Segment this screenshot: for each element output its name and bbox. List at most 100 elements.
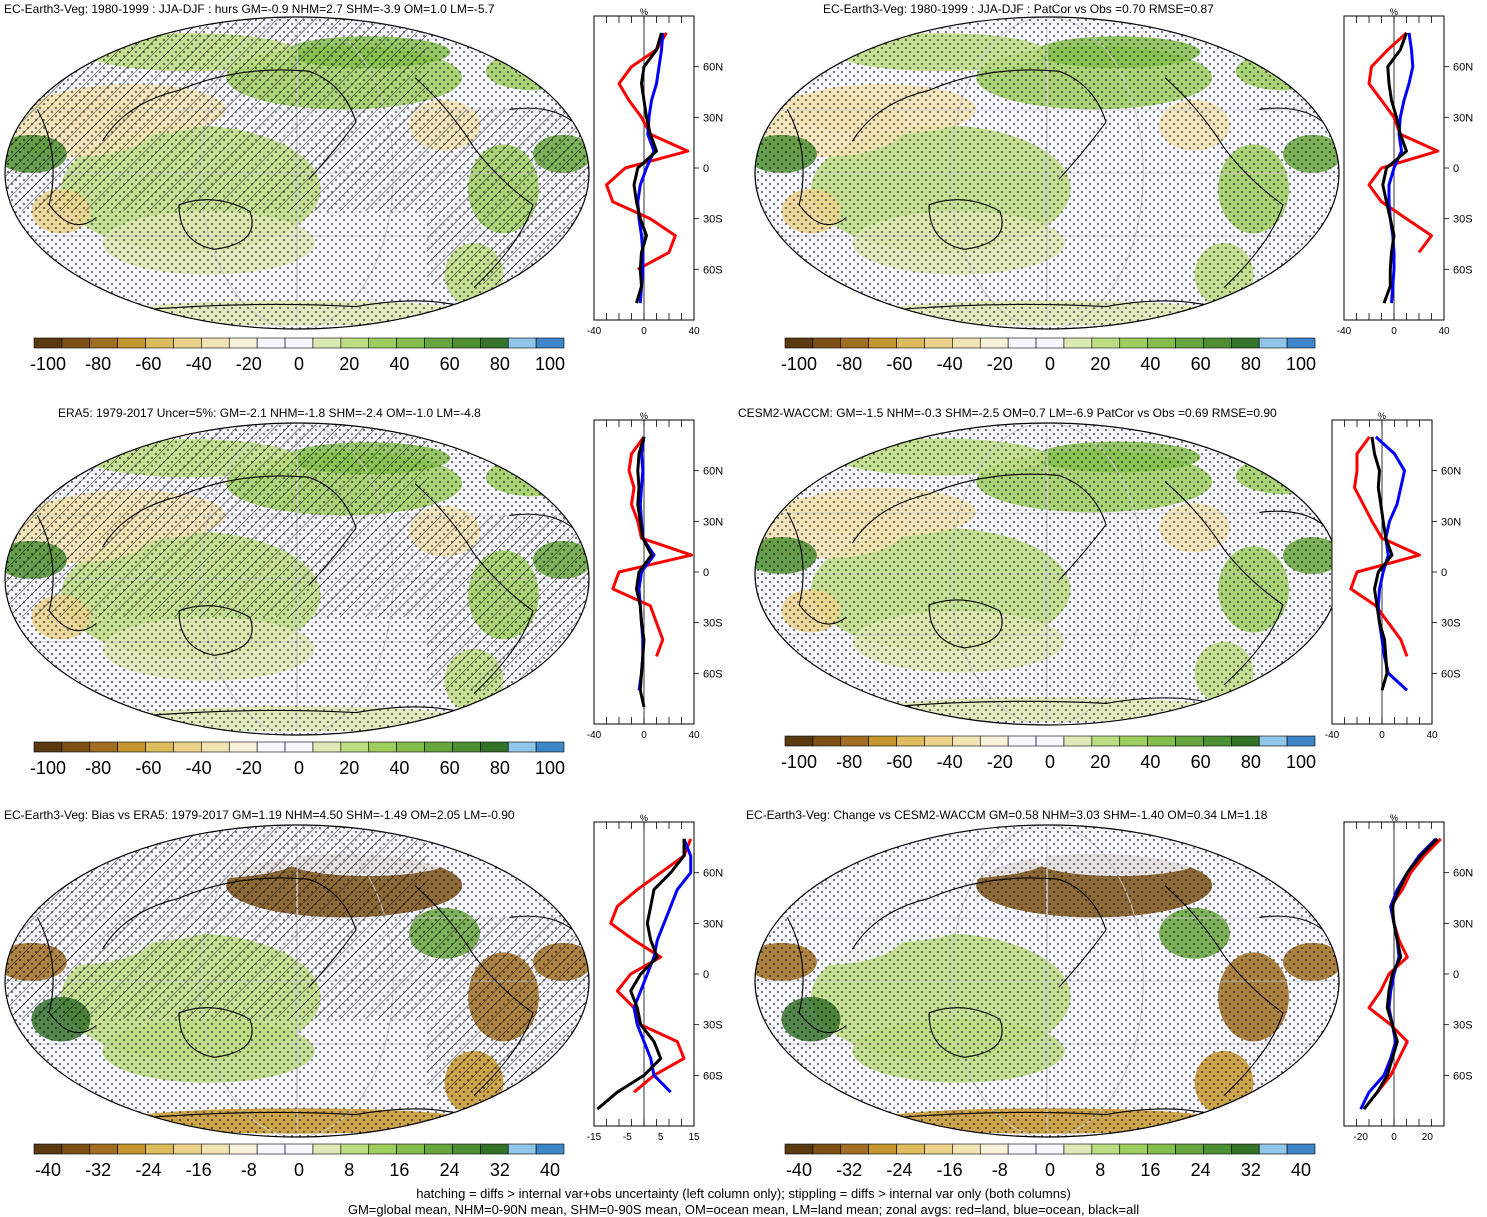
colorbar-box (1231, 1143, 1260, 1155)
colorbar-box (1007, 337, 1037, 349)
colorbar-label: -40 (937, 752, 963, 772)
colorbar: -100 -80 -60 -40 -20 0 20 40 60 80 100 (30, 741, 565, 778)
colorbar-label: 60 (440, 758, 460, 778)
lat-tick-label: 30N (703, 918, 723, 930)
colorbar-box (840, 1143, 869, 1155)
lat-tick-label: 0 (703, 163, 709, 175)
zonal-unit-label: % (640, 7, 648, 17)
lat-tick-label: 60S (1453, 264, 1473, 276)
colorbar-box (173, 1143, 202, 1155)
colorbar-label: -80 (836, 752, 862, 772)
colorbar-label: -100 (781, 354, 817, 374)
map-border (4, 824, 590, 1138)
colorbar-label: -40 (786, 1160, 812, 1180)
map-plot (754, 422, 1340, 726)
colorbar-box (868, 735, 897, 747)
colorbar-box (396, 337, 425, 349)
x-tick-label: -15 (587, 1132, 602, 1143)
colorbar-label: 40 (389, 758, 409, 778)
map-border (754, 824, 1340, 1138)
x-tick-label: 40 (688, 730, 700, 741)
colorbar-box (452, 741, 481, 753)
coastline (178, 605, 253, 656)
colorbar-label: 0 (1045, 1160, 1055, 1180)
colorbar-label: -100 (781, 752, 817, 772)
x-tick-label: -20 (1353, 1132, 1368, 1143)
lat-tick-label: 30N (1453, 112, 1473, 124)
lat-tick-label: 0 (703, 969, 709, 981)
zonal-mean-plot: % -15 -5 5 15 60N 30N 0 30S 60S (587, 813, 723, 1143)
colorbar-box (812, 1143, 842, 1155)
colorbar-box (173, 741, 202, 753)
colorbar-box (1258, 337, 1288, 349)
lat-tick-label: 60N (1441, 466, 1461, 478)
colorbar-box (507, 337, 537, 349)
colorbar-box (1258, 735, 1288, 747)
colorbar-box (1147, 337, 1176, 349)
colorbar-box (256, 337, 286, 349)
colorbar-box (979, 337, 1009, 349)
colorbar-box (368, 1143, 397, 1155)
coastline (851, 473, 1107, 581)
colorbar: -100 -80 -60 -40 -20 0 20 40 60 80 100 (781, 337, 1316, 374)
stippling-overlay (755, 17, 1339, 329)
colorbar-box (424, 741, 453, 753)
colorbar-label: -16 (937, 1160, 963, 1180)
colorbar-box (480, 741, 509, 753)
colorbar-box (1091, 337, 1121, 349)
colorbar-label: 32 (490, 1160, 510, 1180)
colorbar-box (1063, 1143, 1093, 1155)
footer-note-hatching: hatching = diffs > internal var+obs unce… (416, 1186, 1071, 1201)
colorbar-box (1231, 735, 1260, 747)
coastline (786, 109, 847, 226)
x-tick-label: 5 (658, 1132, 664, 1143)
colorbar-label: 32 (1241, 1160, 1261, 1180)
colorbar-label: 60 (440, 354, 460, 374)
colorbar-box (61, 741, 91, 753)
colorbar-label: -60 (886, 354, 912, 374)
hatching-overlay (426, 917, 589, 1093)
colorbar-box (145, 337, 174, 349)
map-field (755, 825, 1339, 1137)
colorbar-box (1147, 735, 1176, 747)
colorbar: -100 -80 -60 -40 -20 0 20 40 60 80 100 (781, 735, 1316, 772)
colorbar-label: -60 (135, 354, 161, 374)
colorbar-box (284, 1143, 314, 1155)
coastline (108, 1108, 475, 1122)
colorbar-box (868, 1143, 897, 1155)
colorbar-box (117, 1143, 146, 1155)
zonal-mean-plot: % -40 0 40 60N 30N 0 30S 60S (587, 7, 723, 337)
lat-tick-label: 60N (1453, 62, 1473, 74)
lat-tick-label: 60S (703, 1070, 723, 1082)
colorbar-box (396, 1143, 425, 1155)
colorbar-box (1147, 1143, 1176, 1155)
x-tick-label: -40 (1337, 326, 1352, 337)
colorbar-label: -40 (186, 758, 212, 778)
lat-tick-label: 30S (703, 214, 723, 226)
coastline (928, 1007, 1003, 1058)
colorbar-box (896, 735, 925, 747)
colorbar-label: 40 (1140, 354, 1160, 374)
x-tick-label: 0 (1391, 1132, 1397, 1143)
colorbar-box (33, 741, 63, 753)
colorbar-label: 8 (344, 1160, 354, 1180)
colorbar-label: 16 (1140, 1160, 1160, 1180)
colorbar-box (896, 337, 925, 349)
zonal-unit-label: % (1378, 411, 1386, 421)
colorbar-label: 16 (389, 1160, 409, 1180)
x-tick-label: 20 (1422, 1132, 1434, 1143)
colorbar-label: -40 (937, 354, 963, 374)
colorbar-box (89, 741, 118, 753)
colorbar-label: -32 (85, 1160, 111, 1180)
colorbar-box (1203, 735, 1232, 747)
colorbar-box (979, 1143, 1009, 1155)
colorbar-label: 100 (1286, 354, 1316, 374)
coastline (928, 199, 1003, 250)
colorbar-box (979, 735, 1009, 747)
colorbar-box (61, 337, 91, 349)
colorbar-box (952, 1143, 981, 1155)
colorbar-label: -8 (241, 1160, 257, 1180)
colorbar-box (396, 741, 425, 753)
colorbar-label: -100 (30, 354, 66, 374)
colorbar-box (1119, 1143, 1148, 1155)
